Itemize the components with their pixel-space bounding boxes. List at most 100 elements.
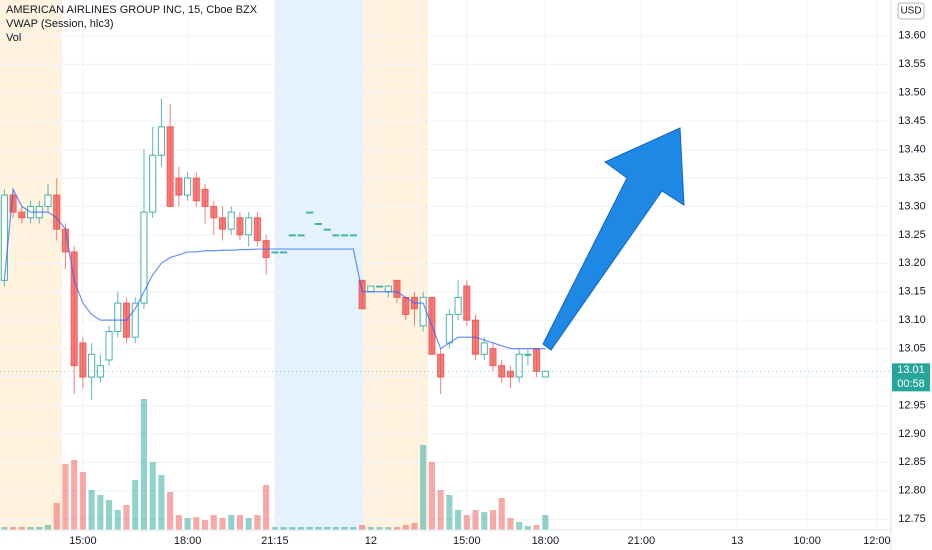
- volume-bar: [132, 480, 139, 530]
- y-tick-label: 12.75: [898, 513, 926, 525]
- candle-body: [53, 194, 61, 230]
- volume-bar: [420, 445, 427, 530]
- indicator-label: VWAP (Session, hlc3): [6, 18, 114, 30]
- candle-body: [384, 285, 392, 293]
- candle-body: [480, 342, 488, 355]
- candle-body: [323, 228, 331, 231]
- y-tick-label: 13.55: [898, 58, 926, 70]
- y-tick-label: 13.30: [898, 200, 926, 212]
- volume-bar: [140, 399, 148, 530]
- currency[interactable]: USD: [900, 6, 921, 17]
- volume-bar: [315, 527, 322, 530]
- volume-bar: [271, 527, 278, 530]
- volume-bar: [533, 525, 540, 530]
- candle-body: [70, 251, 78, 367]
- y-tick-label: 12.85: [898, 456, 926, 468]
- volume-bar: [123, 505, 130, 530]
- y-tick-label: 12.95: [898, 399, 926, 411]
- y-tick-label: 12.80: [898, 485, 926, 497]
- volume-bar: [71, 460, 78, 530]
- candle-body: [454, 296, 462, 315]
- y-tick-label: 13.10: [898, 314, 926, 326]
- candle-body: [332, 234, 340, 237]
- volume-bar: [289, 527, 296, 530]
- volume-bar: [245, 518, 252, 530]
- candle-body: [533, 348, 541, 372]
- y-tick-label: 13.05: [898, 343, 926, 355]
- volume-bar: [376, 527, 383, 530]
- candle-body: [288, 234, 296, 237]
- volume-bar: [53, 503, 60, 530]
- candle-body: [184, 177, 192, 196]
- volume-bar: [88, 490, 95, 530]
- candle-body: [44, 194, 52, 207]
- volume-bar: [437, 490, 444, 530]
- volume-bar: [36, 527, 43, 530]
- candle-body: [201, 188, 209, 207]
- volume-bar: [516, 522, 523, 530]
- volume-bar: [184, 518, 191, 530]
- candle-body: [280, 251, 288, 254]
- volume-bar: [10, 527, 17, 530]
- volume-bar: [149, 462, 156, 530]
- candle-body: [498, 365, 506, 378]
- candle-body: [210, 205, 218, 219]
- price-badge: [892, 363, 930, 392]
- volume-bar: [306, 527, 313, 530]
- volume-bar: [385, 527, 392, 530]
- candle-body: [140, 211, 148, 304]
- volume-bar: [428, 462, 435, 530]
- candle-body: [236, 217, 244, 236]
- candle-body: [463, 285, 471, 321]
- candle-body: [341, 234, 349, 237]
- candle-body: [149, 154, 157, 213]
- candle-body: [166, 126, 174, 207]
- y-tick-label: 13.60: [898, 30, 926, 42]
- afterhours-band: [275, 0, 363, 530]
- volume-bar: [97, 495, 104, 530]
- currency-button[interactable]: [897, 2, 925, 20]
- candle-body: [349, 234, 357, 237]
- volume-bar: [393, 527, 401, 530]
- volume-bar: [62, 464, 69, 530]
- candle-body: [79, 342, 87, 378]
- last-price: 13.01: [897, 364, 925, 376]
- y-tick-label: 13.45: [898, 115, 926, 127]
- candle-body: [218, 217, 227, 230]
- y-tick-label: 12.90: [898, 428, 926, 440]
- volume-bar: [297, 527, 305, 530]
- chart-title: AMERICAN AIRLINES GROUP INC, 15, Cboe BZ…: [6, 4, 258, 16]
- candle-body: [227, 211, 235, 230]
- volume-bar: [280, 527, 287, 530]
- candle-body: [367, 285, 375, 293]
- volume-bar: [507, 518, 514, 530]
- volume-bar: [201, 520, 209, 530]
- candle-body: [175, 177, 183, 196]
- indicator-label: Vol: [6, 32, 21, 44]
- candle-body: [297, 234, 305, 237]
- volume-bar: [455, 510, 462, 530]
- x-tick-label: 15:00: [69, 535, 97, 547]
- candle-body: [506, 370, 514, 378]
- candle-body: [489, 348, 497, 367]
- volume-bar: [219, 518, 226, 530]
- volume-bar: [263, 485, 270, 530]
- volume-bar: [411, 523, 418, 530]
- volume-bar: [446, 495, 453, 530]
- volume-bar: [193, 517, 200, 530]
- candle-body: [114, 302, 122, 333]
- volume-bar: [228, 515, 235, 530]
- y-tick-label: 13.50: [898, 87, 926, 99]
- volume-bar: [324, 527, 331, 530]
- volume-bar: [472, 510, 479, 530]
- volume-bar: [332, 527, 339, 530]
- volume-bar: [114, 510, 121, 530]
- vwap-line: [3, 187, 546, 350]
- y-tick-label: 13.40: [898, 143, 926, 155]
- volume-bar: [367, 527, 374, 530]
- volume-bar: [359, 525, 366, 530]
- x-tick-label: 21:00: [628, 535, 656, 547]
- volume-bar: [106, 500, 113, 530]
- y-tick-label: 13.15: [898, 286, 926, 298]
